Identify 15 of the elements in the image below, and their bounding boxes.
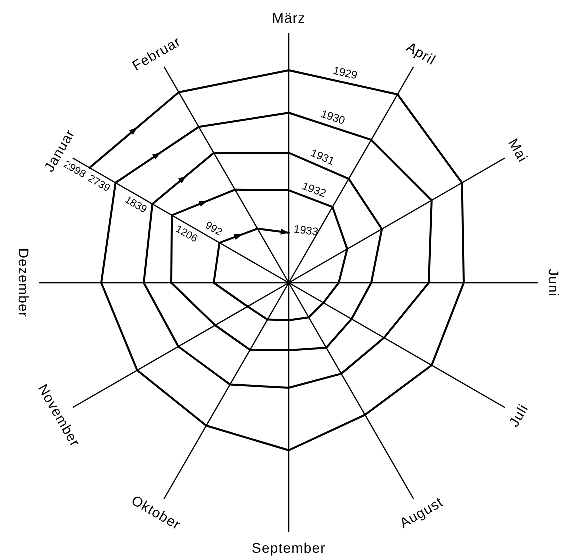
spoke-label: April (404, 38, 439, 68)
text: 1839 (122, 194, 150, 216)
text: 992 (203, 220, 224, 239)
spoke-label: Dezember (16, 248, 32, 318)
text: 1931 (308, 147, 336, 168)
legend-label: 1933 (293, 224, 320, 239)
text: 1932 (300, 180, 328, 200)
spoke-label: Juli (506, 401, 532, 430)
spoke-label: Juni (546, 268, 562, 298)
text: 1929 (332, 65, 359, 82)
spoke-label: März (272, 10, 306, 26)
spoke-label: September (252, 540, 326, 556)
text: 1930 (320, 108, 347, 128)
text: 2739 (86, 172, 112, 195)
text: 1206 (174, 223, 200, 246)
